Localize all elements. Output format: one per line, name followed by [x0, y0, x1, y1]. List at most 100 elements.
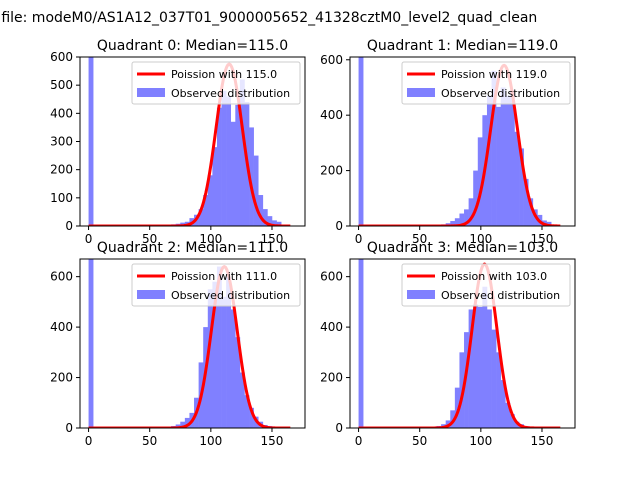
x-tick-label: 50 — [412, 434, 427, 448]
legend-box — [401, 263, 571, 307]
x-tick-label: 150 — [261, 434, 284, 448]
subplot-1: 0 50 100 150 0 200 400 600 Poission with 119.0 Ob… — [320, 38, 576, 246]
histogram-bar — [249, 407, 254, 428]
histogram-bar — [249, 127, 254, 226]
legend-label-hist: Observed distribution — [171, 289, 290, 302]
y-tick-label: 500 — [50, 78, 73, 92]
histogram-bar — [221, 90, 227, 226]
histogram-bar — [473, 170, 479, 226]
histogram-bar — [486, 95, 492, 226]
legend-bar-swatch — [407, 290, 435, 299]
legend-label-fit: Poission with 119.0 — [441, 68, 547, 81]
histogram-bar — [276, 221, 282, 226]
histogram-bar — [500, 87, 506, 226]
histogram-bar — [464, 209, 469, 226]
histogram-bar — [491, 329, 497, 428]
y-tick-label: 400 — [50, 106, 73, 120]
histogram-bar — [468, 198, 474, 226]
y-tick-label: 300 — [50, 135, 73, 149]
plot-area — [358, 57, 561, 226]
axes-frame — [79, 258, 306, 429]
histogram-bar — [226, 96, 232, 226]
plot-area — [88, 259, 291, 428]
y-tick-label: 0 — [65, 219, 73, 233]
legend-box — [131, 263, 301, 307]
legend-bar-swatch — [137, 88, 165, 97]
poisson-fit-line — [358, 262, 561, 428]
y-tick-label: 400 — [50, 320, 73, 334]
histogram-bar — [267, 216, 273, 226]
histogram-bar — [235, 104, 241, 226]
histogram-bar — [473, 304, 479, 428]
subplot-title: Quadrant 3: Median=103.0 — [367, 240, 558, 256]
axes-frame — [349, 258, 576, 429]
x-tick-label: 50 — [142, 232, 157, 246]
y-tick-label: 200 — [320, 164, 343, 178]
y-tick-label: 200 — [320, 371, 343, 385]
poisson-fit-line — [88, 265, 291, 428]
plot-area — [88, 57, 291, 226]
subplot-3: 0 50 100 150 0 200 400 600 Poission with 103.0 Ob… — [320, 240, 576, 448]
y-tick-label: 0 — [335, 421, 343, 435]
x-tick-label: 150 — [531, 232, 554, 246]
histogram-bar — [454, 387, 460, 428]
y-tick-label: 600 — [50, 50, 73, 64]
histogram-bar — [486, 309, 492, 428]
histogram-bar — [519, 148, 524, 226]
x-tick-label: 50 — [412, 232, 427, 246]
histogram-bar — [358, 57, 364, 226]
histogram-bar — [180, 421, 186, 428]
histogram-bar — [358, 259, 364, 428]
histogram-bar — [496, 352, 502, 428]
x-tick-label: 0 — [355, 232, 363, 246]
histogram-bar — [454, 218, 460, 226]
histogram-bar — [258, 195, 264, 226]
y-tick-label: 600 — [50, 270, 73, 284]
legend-label-hist: Observed distribution — [441, 289, 560, 302]
x-tick-label: 100 — [199, 232, 222, 246]
poisson-fit-line — [358, 63, 561, 226]
plot-area — [358, 259, 561, 428]
histogram-bar — [262, 209, 268, 226]
histogram-bar — [207, 289, 213, 428]
histogram-bar — [184, 417, 190, 428]
histogram-bar — [88, 57, 94, 226]
legend-bar-swatch — [407, 88, 435, 97]
subplot-title: Quadrant 1: Median=119.0 — [367, 38, 558, 54]
histogram-bar — [212, 281, 218, 428]
legend-label-fit: Poission with 111.0 — [171, 270, 277, 283]
legend-bar-swatch — [137, 290, 165, 299]
histogram-bar — [230, 309, 236, 428]
histogram-bar — [271, 220, 277, 226]
histogram-bar — [212, 147, 218, 226]
subplot-title: Quadrant 0: Median=115.0 — [97, 38, 288, 54]
histogram-bar — [509, 414, 515, 428]
histogram-bar — [207, 175, 213, 226]
histogram-bar — [459, 213, 465, 226]
histogram-bar — [477, 306, 483, 428]
x-tick-label: 100 — [199, 434, 222, 448]
y-tick-label: 200 — [50, 163, 73, 177]
y-tick-label: 0 — [65, 421, 73, 435]
histogram-bar — [216, 107, 222, 226]
x-tick-label: 0 — [85, 232, 93, 246]
histogram-bar — [477, 137, 483, 226]
subplot-0: 0 50 100 150 0 100 200 300 400 500 600 Poission wit… — [50, 38, 306, 246]
histogram-bar — [253, 155, 259, 226]
legend-label-hist: Observed distribution — [171, 87, 290, 100]
histogram-bar — [496, 106, 502, 226]
histogram-bar — [491, 70, 497, 226]
histogram-bar — [505, 95, 511, 226]
histogram-bar — [230, 121, 236, 226]
histogram-bar — [235, 337, 241, 428]
histogram-bar — [468, 309, 474, 428]
histogram-bar — [239, 79, 245, 226]
histogram-bar — [216, 266, 222, 428]
x-tick-label: 0 — [355, 434, 363, 448]
histogram-bar — [450, 410, 456, 428]
x-tick-label: 150 — [261, 232, 284, 246]
histogram-bar — [221, 296, 227, 428]
x-tick-label: 100 — [469, 434, 492, 448]
x-tick-label: 150 — [531, 434, 554, 448]
